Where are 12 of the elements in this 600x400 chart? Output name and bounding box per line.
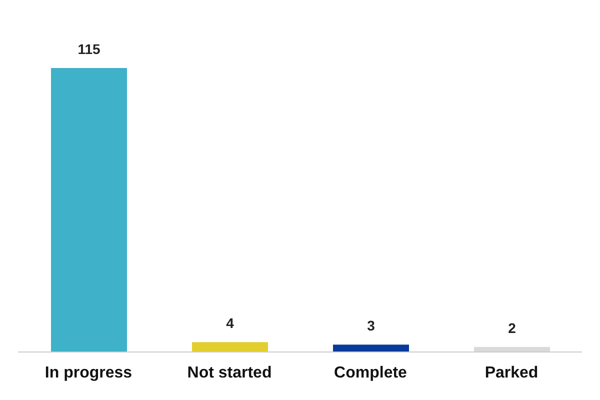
bar [192, 342, 268, 352]
x-tick-label: Complete [334, 364, 408, 382]
data-label: 115 [78, 41, 101, 57]
x-tick-label: In progress [44, 364, 132, 382]
bar [51, 68, 127, 352]
bar [333, 344, 409, 352]
bar [474, 347, 550, 352]
x-tick-label: Not started [187, 364, 272, 382]
data-label: 4 [226, 315, 234, 332]
data-label: 3 [367, 318, 376, 334]
x-tick-label: Parked [484, 364, 538, 382]
data-label: 2 [508, 320, 516, 336]
